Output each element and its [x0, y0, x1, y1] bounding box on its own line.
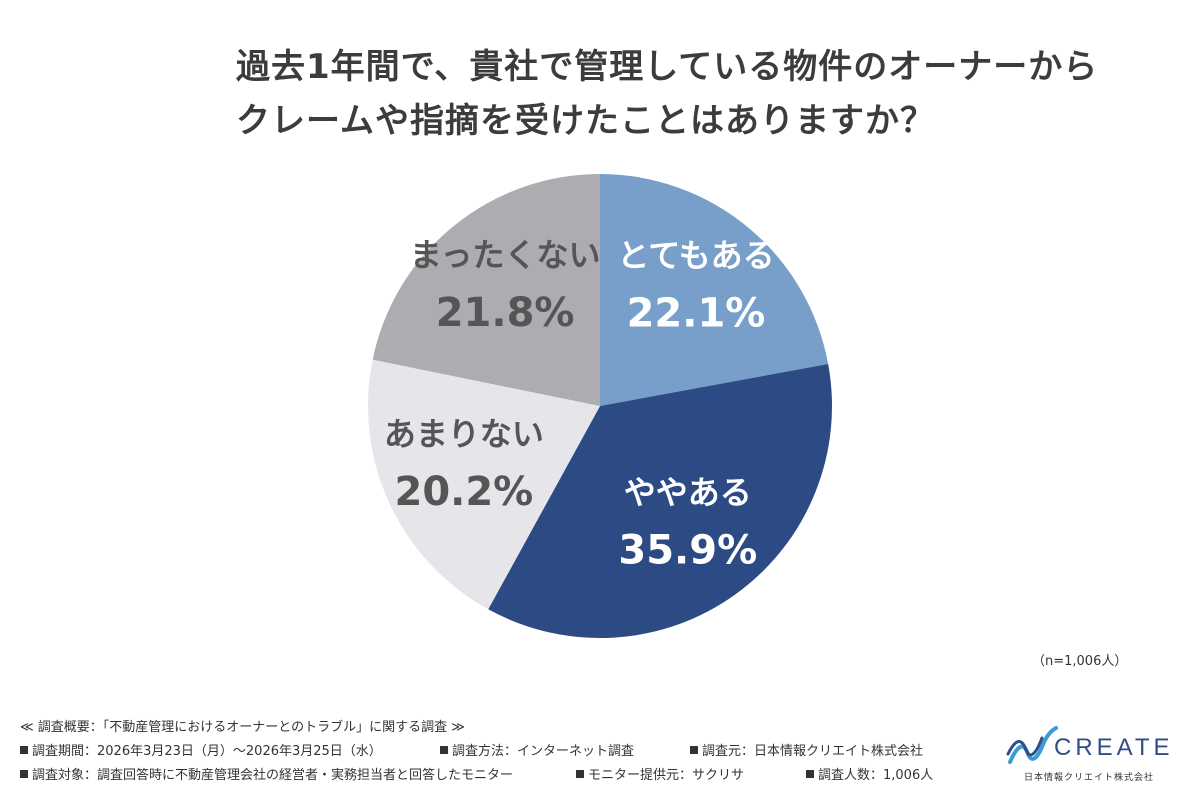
- create-wave-logo-icon: [1006, 726, 1058, 764]
- slice-value-label: 21.8%: [436, 290, 575, 336]
- chart-title-line-2: クレームや指摘を受けたことはありますか？: [236, 101, 935, 141]
- survey-target: 調査対象：調査回答時に不動産管理会社の経営者・実務担当者と回答したモニター: [32, 768, 514, 783]
- survey-method: 調査方法：インターネット調査: [452, 744, 635, 759]
- chart-title-line-1: 過去1年間で、貴社で管理している物件のオーナーから: [236, 47, 1099, 87]
- survey-period: 調査期間：2026年3月23日（月）〜2026年3月25日（水）: [32, 744, 382, 759]
- pie-slice: [488, 363, 832, 638]
- survey-count: 調査人数：1,006人: [818, 768, 934, 783]
- bullet-square-icon: [806, 770, 814, 778]
- pie-slice: [600, 174, 829, 406]
- slice-category-label: ややある: [624, 474, 752, 512]
- slice-category-label: まったくない: [410, 236, 601, 274]
- bullet-square-icon: [20, 770, 28, 778]
- slice-value-label: 20.2%: [394, 469, 533, 515]
- survey-summary: ≪ 調査概要：「不動産管理におけるオーナーとのトラブル」に関する調査 ≫ 調査期…: [20, 716, 980, 788]
- survey-heading: ≪ 調査概要：「不動産管理におけるオーナーとのトラブル」に関する調査 ≫: [20, 720, 465, 735]
- slice-category-label: とてもある: [617, 237, 774, 275]
- logo-company-name: 日本情報クリエイト株式会社: [1024, 773, 1155, 783]
- bullet-square-icon: [440, 746, 448, 754]
- bullet-square-icon: [576, 770, 584, 778]
- pie-slice: [372, 174, 600, 406]
- logo-wordmark: CREATE: [1054, 734, 1174, 761]
- chart-title: 過去1年間で、貴社で管理している物件のオーナーから クレームや指摘を受けたことは…: [236, 40, 1136, 148]
- slice-value-label: 22.1%: [627, 291, 766, 337]
- survey-provider: モニター提供元：サクリサ: [588, 768, 745, 783]
- survey-source: 調査元：日本情報クリエイト株式会社: [702, 744, 924, 759]
- bullet-square-icon: [20, 746, 28, 754]
- pie-slice: [367, 359, 600, 610]
- sample-size-note: （n=1,006人）: [1032, 654, 1128, 669]
- create-logo: CREATE 日本情報クリエイト株式会社: [1006, 722, 1176, 788]
- slice-value-label: 35.9%: [618, 528, 757, 574]
- slice-category-label: あまりない: [384, 415, 544, 453]
- bullet-square-icon: [690, 746, 698, 754]
